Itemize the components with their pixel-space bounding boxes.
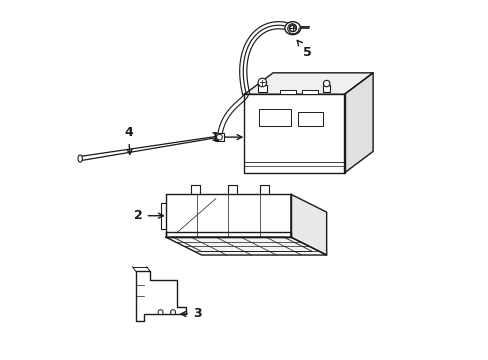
Text: 2: 2 xyxy=(134,209,163,222)
Circle shape xyxy=(158,310,163,315)
Polygon shape xyxy=(244,73,372,94)
Bar xyxy=(323,85,329,92)
Circle shape xyxy=(258,78,266,87)
Bar xyxy=(258,85,266,93)
Bar xyxy=(258,109,290,126)
Circle shape xyxy=(170,310,175,315)
Bar xyxy=(215,133,224,141)
Bar xyxy=(298,112,323,126)
Circle shape xyxy=(216,134,222,140)
Polygon shape xyxy=(165,237,326,255)
Polygon shape xyxy=(285,22,300,35)
Bar xyxy=(280,90,296,94)
Polygon shape xyxy=(244,94,344,173)
Polygon shape xyxy=(165,232,290,237)
Circle shape xyxy=(323,80,329,87)
Polygon shape xyxy=(135,271,185,321)
Ellipse shape xyxy=(78,155,82,162)
Text: 4: 4 xyxy=(124,126,133,154)
Text: 5: 5 xyxy=(297,40,311,59)
Polygon shape xyxy=(344,73,372,173)
Text: 3: 3 xyxy=(181,307,201,320)
Text: 1: 1 xyxy=(210,131,242,144)
Polygon shape xyxy=(290,194,326,255)
Polygon shape xyxy=(165,194,290,237)
Bar xyxy=(301,90,317,94)
